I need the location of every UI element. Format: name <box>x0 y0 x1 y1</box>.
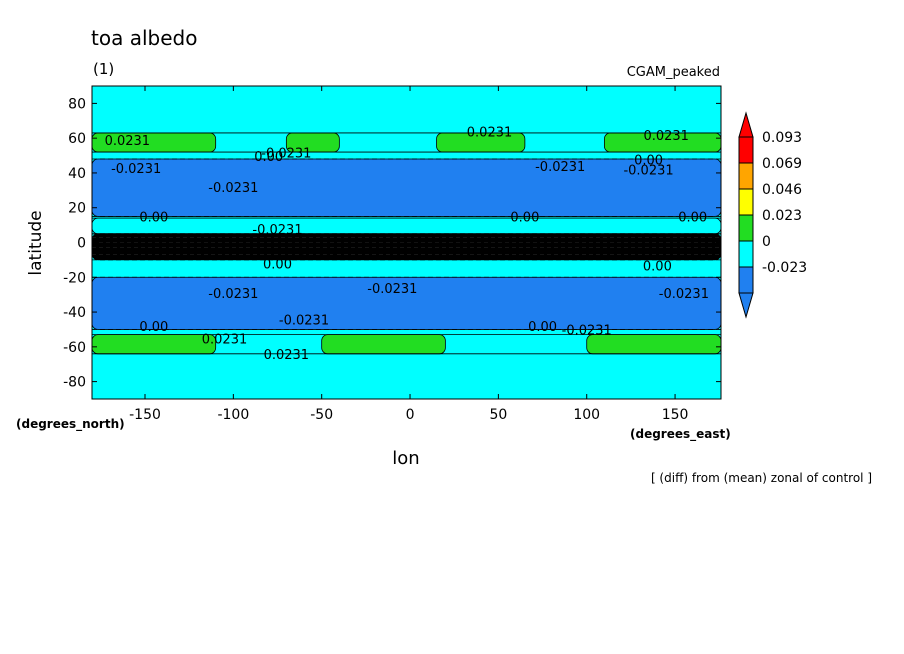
contour-label: -0.0231 <box>623 164 673 179</box>
contour-label: 0.0231 <box>202 332 248 347</box>
colorbar-label: 0.046 <box>762 182 802 198</box>
colorbar: 0.093 0.069 0.046 0.023 0 -0.023 <box>738 111 807 319</box>
contour-label: 0.0231 <box>643 129 689 144</box>
contour-label: -0.0231 <box>111 162 161 177</box>
contour-label: -0.0231 <box>367 282 417 297</box>
contour-label: -0.0231 <box>252 223 302 238</box>
contour-label: -0.0231 <box>562 324 612 339</box>
contour-label: 0.0231 <box>105 134 151 149</box>
x-tick-label: -50 <box>310 407 333 423</box>
colorbar-label: 0 <box>762 234 771 250</box>
contour-label: 0.00 <box>139 320 168 335</box>
y-tick-label: -20 <box>63 270 86 286</box>
y-tick-label: 80 <box>68 96 86 112</box>
x-axis: -150 -100 -50 0 50 100 150 <box>129 86 688 423</box>
x-tick-label: 100 <box>573 407 600 423</box>
colorbar-cell <box>738 266 754 294</box>
contour-label: 0.00 <box>139 211 168 226</box>
contour-label: -0.0231 <box>659 287 709 302</box>
x-tick-label: -150 <box>129 407 161 423</box>
colorbar-cell <box>738 162 754 190</box>
colorbar-cell <box>738 240 754 268</box>
contour-lines <box>92 132 721 355</box>
colorbar-label: 0.069 <box>762 156 802 172</box>
contour-label: -0.0231 <box>279 313 329 328</box>
colorbar-label: -0.023 <box>762 260 807 276</box>
contour-label: 0.00 <box>263 258 292 273</box>
chart-subtitle: (1) <box>93 60 114 78</box>
contour-label: 0.00 <box>254 150 283 165</box>
colorbar-cell <box>738 188 754 216</box>
x-axis-title: lon <box>392 448 419 469</box>
chart-title: toa albedo <box>91 26 197 50</box>
y-axis: 80 60 40 20 0 -20 -40 -60 -80 <box>63 96 721 391</box>
footnote: [ (diff) from (mean) zonal of control ] <box>651 471 872 485</box>
colorbar-cell <box>738 136 754 164</box>
x-tick-label: 150 <box>662 407 689 423</box>
y-tick-label: -80 <box>63 375 86 391</box>
x-tick-label: -100 <box>217 407 249 423</box>
contour-label: -0.0231 <box>208 181 258 196</box>
contour-band-3 <box>92 233 721 261</box>
x-units-label: (degrees_east) <box>630 427 731 442</box>
x-tick-label: 0 <box>406 407 415 423</box>
colorbar-label: 0.023 <box>762 208 802 224</box>
x-tick-label: 50 <box>489 407 507 423</box>
y-tick-label: -40 <box>63 305 86 321</box>
contour-band-5 <box>92 334 217 355</box>
contour-band-2 <box>92 217 721 235</box>
colorbar-bottom-arrow <box>738 292 754 319</box>
y-units-label: (degrees_north) <box>16 417 125 432</box>
contour-label: 0.0231 <box>467 125 513 140</box>
y-tick-label: 40 <box>68 166 86 182</box>
contour-label: -0.0231 <box>297 249 347 264</box>
contour-label: -0.0231 <box>535 160 585 175</box>
contour-label: 0.00 <box>510 211 539 226</box>
colorbar-cell <box>738 214 754 242</box>
contour-label: 0.00 <box>678 211 707 226</box>
y-tick-label: 20 <box>68 201 86 217</box>
contour-label: -0.0231 <box>208 287 258 302</box>
filled-contours <box>92 86 721 399</box>
colorbar-top-arrow <box>738 111 754 138</box>
contour-label: -0.0231 <box>261 146 311 161</box>
y-tick-label: 60 <box>68 131 86 147</box>
contour-label: 0.00 <box>528 320 557 335</box>
experiment-label: CGAM_peaked <box>627 65 720 80</box>
y-tick-label: -60 <box>63 340 86 356</box>
y-axis-title: latitude <box>26 210 46 275</box>
y-tick-label: 0 <box>77 236 86 252</box>
contour-label: 0.0231 <box>264 348 310 363</box>
contour-band-5 <box>321 334 446 355</box>
contour-label: 0.00 <box>634 153 663 168</box>
contour-label: 0.00 <box>643 259 672 274</box>
colorbar-label: 0.093 <box>762 130 802 146</box>
